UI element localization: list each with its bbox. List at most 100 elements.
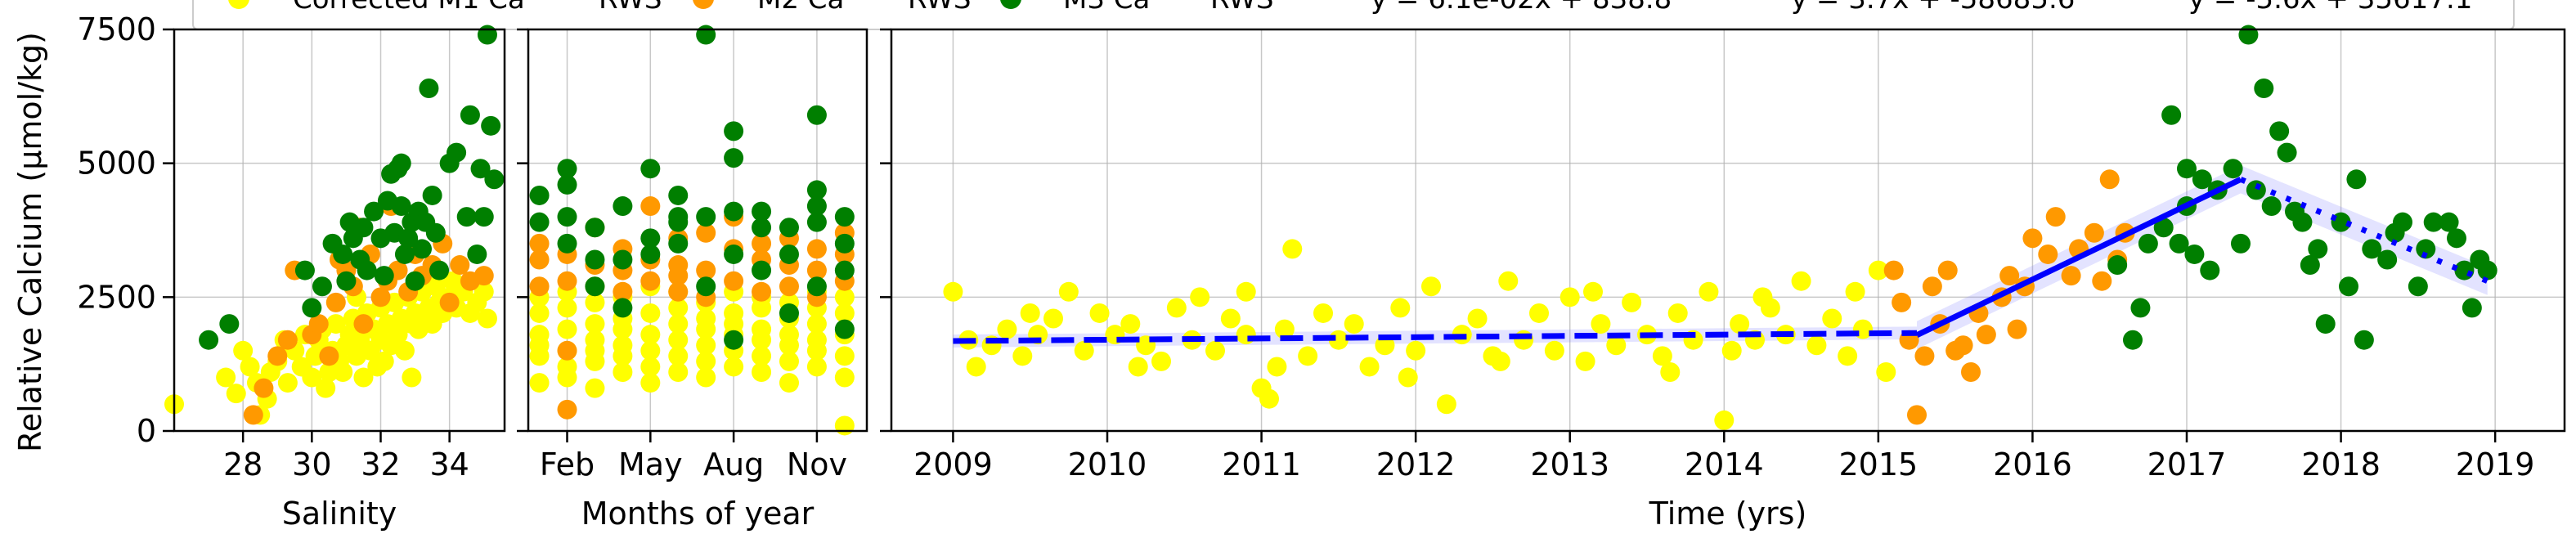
data-point (353, 314, 374, 334)
data-point (2038, 244, 2058, 264)
x-tick-label: Aug (703, 447, 764, 482)
data-point (529, 373, 550, 393)
data-point (1914, 346, 1935, 366)
data-point (585, 276, 605, 297)
data-point (2084, 222, 2104, 243)
data-point (2354, 330, 2374, 350)
data-point (806, 180, 827, 200)
data-point (1892, 292, 1912, 312)
data-point (806, 357, 827, 377)
data-point (1190, 287, 1210, 307)
data-point (696, 207, 716, 227)
legend-label-m2: M2 Ca (757, 0, 844, 16)
data-point (2045, 207, 2066, 227)
data-point (668, 330, 689, 350)
data-point (316, 378, 336, 398)
data-point (640, 271, 661, 291)
data-point (779, 373, 799, 393)
data-point (834, 303, 855, 323)
data-point (302, 367, 322, 388)
data-point (585, 340, 605, 361)
data-point (1390, 298, 1411, 318)
panel-2: Feb May Aug Nov Months of year (517, 25, 868, 532)
data-point (336, 271, 357, 291)
data-point (1012, 346, 1033, 366)
y-tick-label: 2500 (77, 279, 156, 315)
data-point (477, 25, 497, 45)
data-point (585, 314, 605, 334)
data-point (467, 244, 487, 264)
data-point (613, 346, 633, 366)
legend: Corrected M1 Ca RWS M2 Ca RWS M3 Ca RWS … (192, 0, 2515, 30)
plot-frame (890, 28, 2566, 433)
data-point (2277, 142, 2297, 163)
data-point (439, 292, 460, 312)
y-tick-label: 7500 (77, 11, 156, 47)
data-point (1822, 308, 1842, 329)
data-point (640, 325, 661, 345)
data-point (752, 346, 772, 366)
data-point (640, 303, 661, 323)
data-point (806, 276, 827, 297)
panel-3: 2009 2010 2011 2012 2013 2014 2015 2016 2017 2018… (880, 25, 2566, 532)
legend-box (192, 0, 2515, 30)
series-1 (529, 276, 855, 436)
data-point (1467, 308, 1488, 329)
data-point (806, 314, 827, 334)
data-point (529, 233, 550, 254)
data-point (1298, 346, 1318, 366)
data-point (668, 207, 689, 227)
x-tick-label: 34 (429, 447, 469, 482)
data-point (585, 218, 605, 238)
data-point (696, 276, 716, 297)
data-point (1583, 281, 1603, 302)
data-point (473, 266, 494, 286)
data-point (1806, 335, 1827, 356)
legend-equation-1: y = 6.1e-02x + 838.8 (1371, 0, 1672, 16)
data-point (353, 367, 374, 388)
data-point (199, 330, 219, 350)
data-point (412, 239, 432, 259)
data-point (460, 105, 480, 125)
data-point (2169, 233, 2189, 254)
series-2 (529, 196, 855, 420)
data-point (779, 218, 799, 238)
data-point (724, 121, 744, 141)
data-point (1058, 281, 1079, 302)
data-point (1375, 335, 1395, 356)
series-3 (529, 25, 855, 350)
x-tick-label: 2011 (1222, 447, 1301, 482)
data-point (1622, 292, 1642, 312)
data-point (325, 314, 346, 334)
data-point (2408, 276, 2428, 297)
data-point (529, 249, 550, 270)
data-point (2061, 266, 2081, 286)
data-point (402, 367, 422, 388)
data-point (997, 319, 1017, 339)
data-point (1120, 314, 1141, 334)
data-point (2477, 260, 2497, 280)
data-point (1043, 308, 1063, 329)
data-point (779, 303, 799, 323)
data-point (1999, 266, 2020, 286)
data-point (613, 298, 633, 318)
data-point (834, 260, 855, 280)
data-point (429, 260, 450, 280)
data-point (966, 357, 986, 377)
data-point (2099, 169, 2120, 190)
data-point (1721, 340, 1742, 361)
legend-rws-m2: RWS (908, 0, 971, 16)
data-point (233, 340, 254, 361)
panel-1: 28 30 32 34 Salinity 0 2500 5000 7500 (77, 11, 506, 532)
data-point (529, 276, 550, 297)
data-point (1544, 340, 1564, 361)
data-point (2123, 330, 2143, 350)
data-point (312, 276, 332, 297)
data-point (226, 384, 246, 404)
data-point (779, 276, 799, 297)
data-point (2269, 121, 2290, 141)
x-axis-label: Months of year (581, 496, 815, 532)
data-point (333, 361, 353, 382)
data-point (254, 378, 274, 398)
data-point (1883, 260, 1904, 280)
